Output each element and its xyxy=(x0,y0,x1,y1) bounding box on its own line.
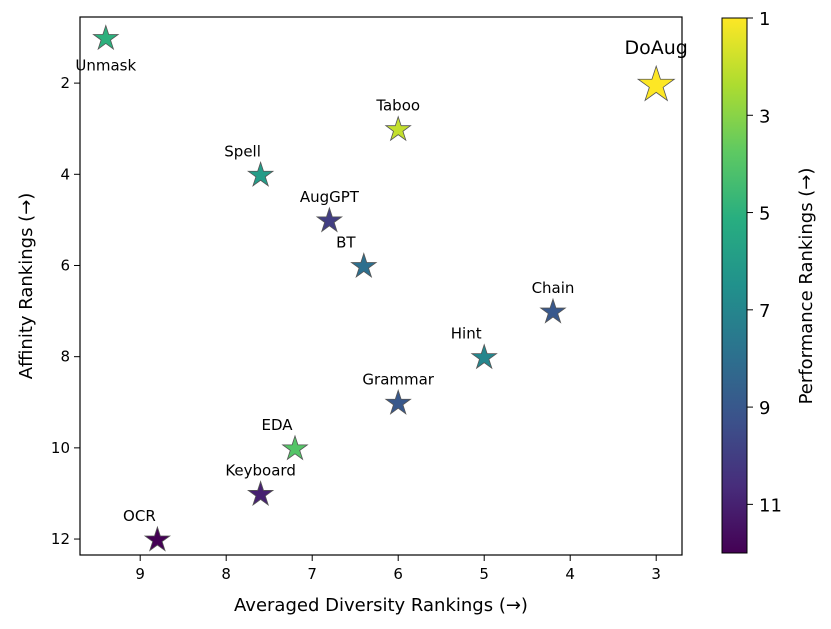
colorbar-tick-label: 1 xyxy=(759,9,770,30)
colorbar-title: Performance Rankings (→) xyxy=(796,168,817,405)
star-point-ocr xyxy=(143,525,171,552)
star-point-bt xyxy=(350,252,378,279)
x-tick-label: 6 xyxy=(393,565,403,583)
x-tick-label: 3 xyxy=(651,565,661,583)
point-label-bt: BT xyxy=(336,233,356,251)
x-axis-title: Averaged Diversity Rankings (→) xyxy=(234,595,528,616)
star-point-spell xyxy=(247,161,275,187)
point-label-taboo: Taboo xyxy=(375,97,420,115)
point-label-keyboard: Keyboard xyxy=(225,461,296,479)
x-tick-label: 7 xyxy=(307,565,317,583)
star-point-grammar xyxy=(384,388,412,415)
star-point-auggpt xyxy=(315,206,343,233)
star-point-doaug xyxy=(636,64,676,102)
x-tick-label: 8 xyxy=(221,565,231,583)
colorbar xyxy=(721,17,748,554)
star-point-taboo xyxy=(384,115,412,142)
y-tick-label: 10 xyxy=(51,439,70,457)
point-label-chain: Chain xyxy=(532,279,575,297)
point-label-hint: Hint xyxy=(451,325,482,343)
colorbar-tick-label: 5 xyxy=(759,204,770,225)
star-point-keyboard xyxy=(247,480,275,507)
star-point-eda xyxy=(281,434,309,461)
x-axis: 9 8 7 6 5 4 3 xyxy=(135,555,661,583)
colorbar-tick-label: 11 xyxy=(759,495,782,516)
y-tick-label: 6 xyxy=(60,256,70,274)
y-tick-label: 2 xyxy=(60,74,70,92)
star-point-hint xyxy=(470,343,498,370)
x-tick-label: 5 xyxy=(479,565,489,583)
colorbar-tick-label: 9 xyxy=(759,398,770,419)
point-label-auggpt: AugGPT xyxy=(300,188,360,206)
colorbar-tick-label: 7 xyxy=(759,301,770,322)
plot-area: Unmask DoAug Taboo Spell AugGPT BT Chain Hint Gr… xyxy=(75,24,688,552)
point-label-unmask: Unmask xyxy=(75,57,136,75)
colorbar-axis: 1 3 5 7 9 11 xyxy=(747,9,782,516)
x-tick-label: 9 xyxy=(135,565,145,583)
star-point-chain xyxy=(539,297,567,324)
y-axis: 2 4 6 8 10 12 xyxy=(51,74,80,548)
point-label-doaug: DoAug xyxy=(625,37,688,59)
point-label-ocr: OCR xyxy=(123,507,156,525)
point-label-spell: Spell xyxy=(224,142,261,160)
point-label-grammar: Grammar xyxy=(362,370,434,388)
colorbar-tick-label: 3 xyxy=(759,106,770,127)
star-point-unmask xyxy=(92,24,120,51)
y-axis-title: Affinity Rankings (→) xyxy=(16,193,37,380)
y-tick-label: 8 xyxy=(60,348,70,366)
y-tick-label: 12 xyxy=(51,530,70,548)
point-label-eda: EDA xyxy=(261,416,293,434)
x-tick-label: 4 xyxy=(565,565,575,583)
y-tick-label: 4 xyxy=(60,165,70,183)
plot-frame xyxy=(79,16,683,556)
